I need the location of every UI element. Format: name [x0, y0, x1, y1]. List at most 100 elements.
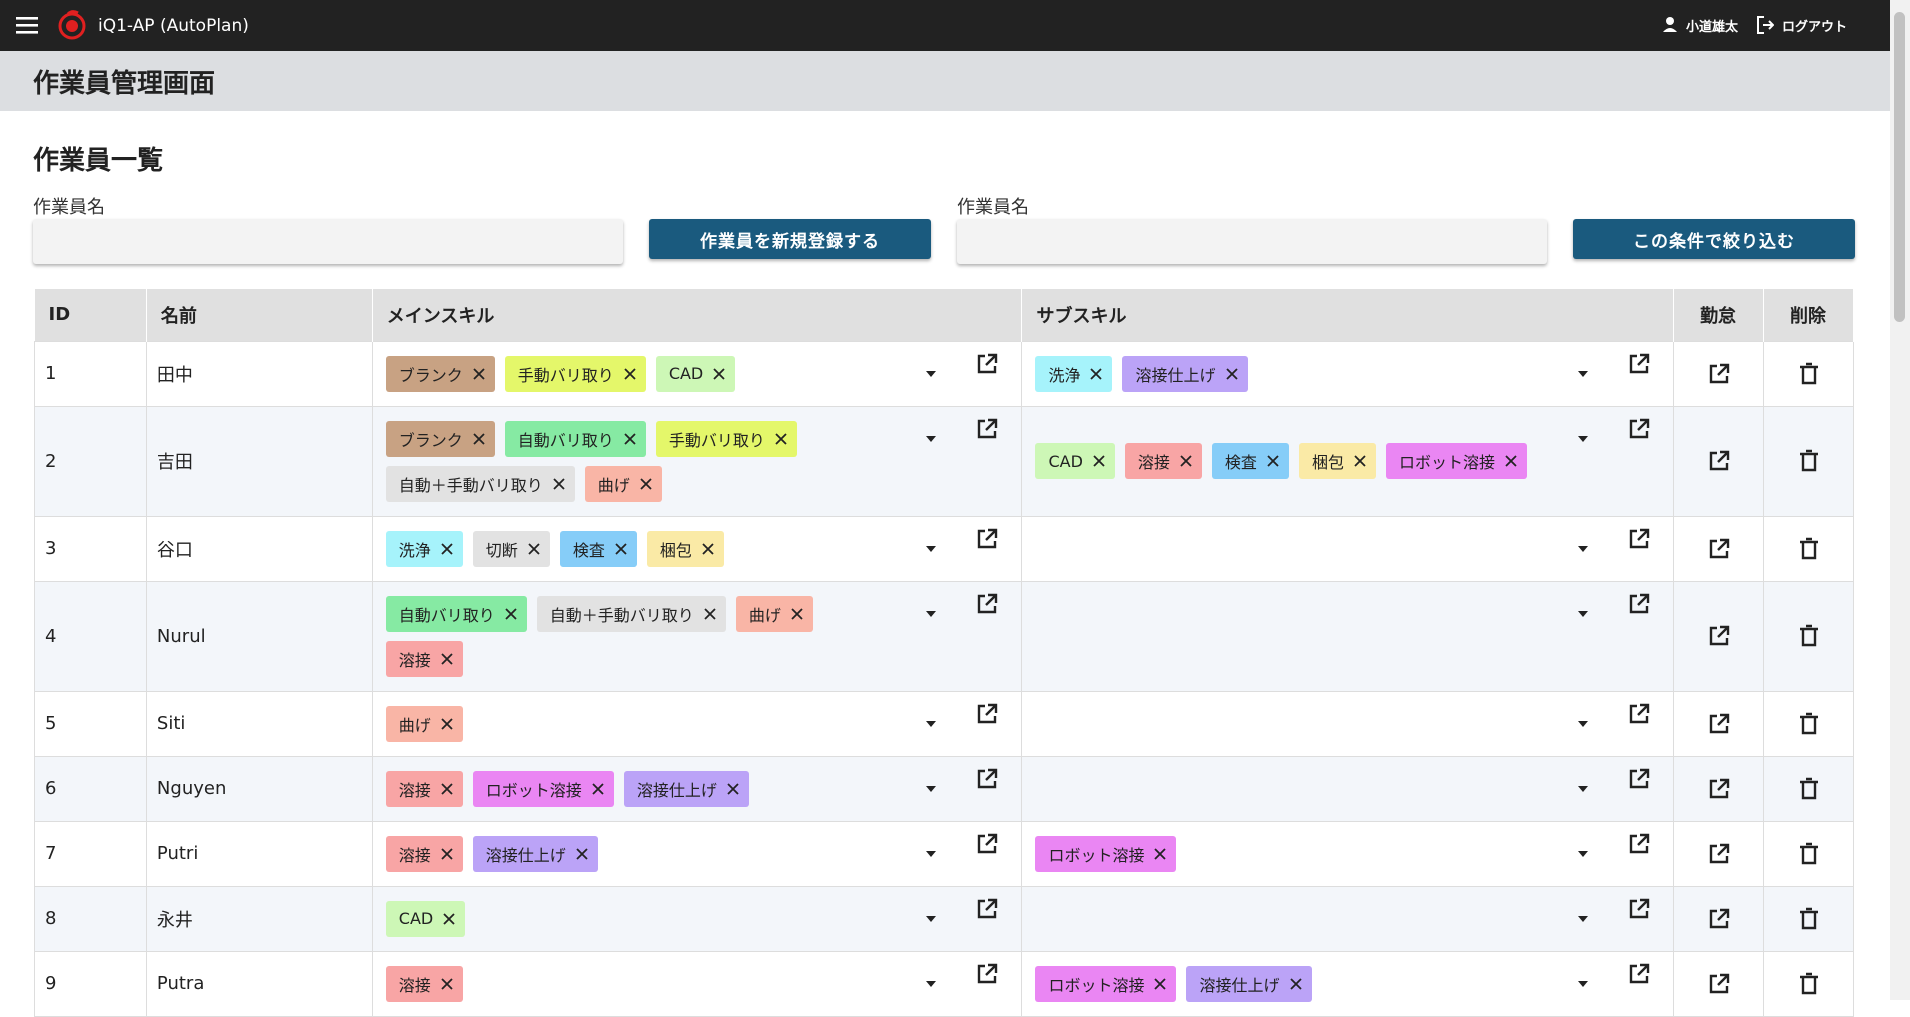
remove-tag[interactable]: [441, 977, 453, 990]
attendance-button[interactable]: [1707, 449, 1731, 478]
delete-button[interactable]: [1799, 712, 1819, 741]
open-dialog[interactable]: [1627, 352, 1651, 381]
delete-button[interactable]: [1799, 449, 1819, 478]
remove-tag[interactable]: [592, 782, 604, 795]
dropdown-toggle[interactable]: [925, 537, 937, 558]
attendance-button[interactable]: [1707, 972, 1731, 1001]
remove-tag[interactable]: [615, 542, 627, 555]
remove-tag[interactable]: [1289, 977, 1302, 990]
dropdown-toggle[interactable]: [1577, 537, 1589, 558]
delete-button[interactable]: [1799, 842, 1819, 871]
dropdown-toggle[interactable]: [925, 602, 937, 623]
remove-tag[interactable]: [1505, 455, 1517, 467]
remove-tag[interactable]: [713, 367, 725, 380]
remove-tag[interactable]: [624, 367, 636, 380]
remove-tag[interactable]: [1090, 367, 1103, 380]
delete-button[interactable]: [1799, 972, 1819, 1001]
open-dialog[interactable]: [1627, 767, 1651, 796]
delete-button[interactable]: [1799, 537, 1819, 566]
logout-icon[interactable]: [1756, 15, 1774, 35]
remove-tag[interactable]: [441, 652, 453, 665]
dropdown-toggle[interactable]: [925, 842, 937, 863]
open-dialog[interactable]: [1627, 592, 1651, 621]
open-dialog[interactable]: [975, 527, 999, 556]
attendance-button[interactable]: [1707, 624, 1731, 653]
remove-tag[interactable]: [1154, 977, 1167, 990]
remove-tag[interactable]: [473, 367, 485, 380]
remove-tag[interactable]: [791, 607, 803, 620]
remove-tag[interactable]: [775, 432, 787, 445]
open-dialog[interactable]: [975, 417, 999, 446]
dropdown-toggle[interactable]: [1577, 972, 1589, 993]
open-dialog[interactable]: [1627, 897, 1651, 926]
open-dialog[interactable]: [975, 702, 999, 731]
attendance-button[interactable]: [1707, 362, 1731, 391]
dropdown-toggle[interactable]: [925, 972, 937, 993]
register-button[interactable]: 作業員を新規登録する: [649, 219, 931, 259]
remove-tag[interactable]: [1225, 367, 1238, 380]
remove-tag[interactable]: [441, 847, 453, 860]
open-dialog[interactable]: [975, 832, 999, 861]
attendance-button[interactable]: [1707, 777, 1731, 806]
open-dialog[interactable]: [1627, 832, 1651, 861]
open-dialog[interactable]: [975, 592, 999, 621]
delete-button[interactable]: [1799, 624, 1819, 653]
attendance-button[interactable]: [1707, 842, 1731, 871]
open-dialog[interactable]: [1627, 962, 1651, 991]
dropdown-toggle[interactable]: [1577, 712, 1589, 733]
column-header: ID: [34, 289, 147, 341]
remove-tag[interactable]: [702, 542, 714, 555]
dropdown-toggle[interactable]: [925, 427, 937, 448]
scrollbar[interactable]: [1890, 0, 1910, 1000]
dropdown-toggle[interactable]: [925, 777, 937, 798]
remove-tag[interactable]: [441, 782, 453, 795]
name-input[interactable]: [957, 219, 1547, 264]
remove-tag[interactable]: [1154, 847, 1167, 860]
dropdown-toggle[interactable]: [925, 362, 937, 383]
dropdown-toggle[interactable]: [1577, 362, 1589, 383]
filter-button[interactable]: この条件で絞り込む: [1573, 219, 1855, 259]
open-dialog[interactable]: [975, 767, 999, 796]
open-dialog[interactable]: [975, 962, 999, 991]
dropdown-toggle[interactable]: [1577, 842, 1589, 863]
remove-tag[interactable]: [576, 847, 588, 860]
dropdown-toggle[interactable]: [1577, 602, 1589, 623]
remove-tag[interactable]: [624, 432, 636, 445]
remove-tag[interactable]: [640, 477, 652, 490]
remove-tag[interactable]: [1267, 455, 1279, 467]
remove-tag[interactable]: [1180, 455, 1192, 467]
dropdown-toggle[interactable]: [1577, 777, 1589, 798]
logout-link[interactable]: ログアウト: [1782, 20, 1848, 35]
remove-tag[interactable]: [553, 477, 565, 490]
remove-tag[interactable]: [441, 717, 453, 730]
dropdown-toggle[interactable]: [925, 712, 937, 733]
remove-tag[interactable]: [473, 432, 485, 445]
open-dialog[interactable]: [1627, 702, 1651, 731]
remove-tag[interactable]: [505, 607, 517, 620]
remove-tag[interactable]: [704, 607, 716, 620]
menu-icon[interactable]: [16, 15, 40, 35]
remove-tag[interactable]: [727, 782, 739, 795]
name-input[interactable]: [33, 219, 623, 264]
dropdown-toggle[interactable]: [1577, 427, 1589, 448]
open-dialog[interactable]: [1627, 527, 1651, 556]
dropdown-toggle[interactable]: [1577, 907, 1589, 928]
worker-row: 1 田中 ブランク 手動バリ取り CAD 洗浄 溶接仕上げ: [34, 340, 1854, 407]
attendance-button[interactable]: [1707, 907, 1731, 936]
delete-button[interactable]: [1799, 777, 1819, 806]
open-dialog[interactable]: [1627, 417, 1651, 446]
delete-button[interactable]: [1799, 362, 1819, 391]
attendance-button[interactable]: [1707, 712, 1731, 741]
delete-button[interactable]: [1799, 907, 1819, 936]
dropdown-toggle[interactable]: [925, 907, 937, 928]
attendance-button[interactable]: [1707, 537, 1731, 566]
remove-tag[interactable]: [1354, 455, 1366, 467]
open-dialog[interactable]: [975, 352, 999, 381]
open-dialog[interactable]: [975, 897, 999, 926]
remove-tag[interactable]: [1093, 455, 1105, 467]
remove-tag[interactable]: [441, 542, 453, 555]
remove-tag[interactable]: [443, 912, 455, 925]
remove-tag[interactable]: [528, 542, 540, 555]
column-header: メインスキル: [372, 289, 1023, 341]
top-bar: iQ1-AP (AutoPlan) 小道雄太 ログアウト: [0, 0, 1890, 51]
